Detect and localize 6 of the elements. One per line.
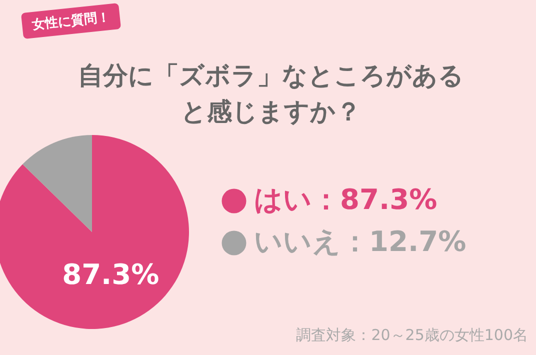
data-label: 87.3% [62, 258, 160, 292]
legend-label: はい：87.3% [254, 183, 438, 216]
chart-subtitle: 女性に質問！ [20, 2, 122, 40]
legend-label: いいえ：12.7% [254, 225, 466, 258]
chart-title: 自分に「ズボラ」なところがあると感じますか？ [77, 60, 465, 128]
text: 調査対象：20～25歳の女性100名 [296, 326, 528, 345]
